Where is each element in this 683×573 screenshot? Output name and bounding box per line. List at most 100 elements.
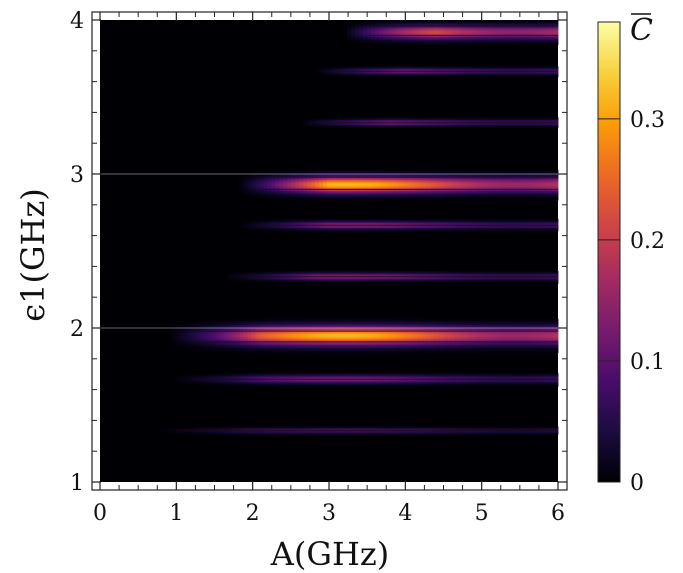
- heatmap-cell: [518, 70, 523, 73]
- heatmap-cell: [466, 221, 471, 224]
- heatmap-cell: [362, 187, 368, 190]
- heatmap-cell: [550, 36, 555, 39]
- heatmap-cell: [247, 320, 252, 323]
- heatmap-cell: [466, 118, 471, 121]
- heatmap-cell: [366, 24, 372, 27]
- heatmap-cell: [490, 190, 495, 193]
- heatmap-cell: [430, 126, 435, 129]
- heatmap-cell: [498, 272, 503, 275]
- heatmap-cell: [526, 73, 531, 76]
- heatmap-cell: [402, 72, 408, 75]
- heatmap-cell: [510, 35, 515, 38]
- heatmap-cell: [414, 277, 420, 280]
- heatmap-cell: [334, 72, 340, 75]
- heatmap-cell: [267, 277, 272, 280]
- heatmap-cell: [275, 177, 280, 180]
- heatmap-cell: [366, 123, 372, 126]
- heatmap-cell: [394, 32, 400, 35]
- heatmap-cell: [470, 184, 475, 187]
- heatmap-cell: [374, 21, 380, 24]
- heatmap-cell: [315, 70, 320, 73]
- heatmap-cell: [534, 178, 539, 181]
- heatmap-cell: [394, 118, 400, 121]
- heatmap-cell: [342, 170, 348, 173]
- heatmap-cell: [362, 33, 368, 36]
- heatmap-cell: [295, 271, 300, 273]
- heatmap-cell: [434, 194, 439, 196]
- heatmap-cell: [398, 72, 404, 75]
- heatmap-cell: [323, 178, 328, 181]
- heatmap-cell: [291, 221, 296, 224]
- heatmap-cell: [462, 277, 467, 280]
- heatmap-cell: [494, 226, 499, 229]
- heatmap-cell: [502, 183, 507, 186]
- heatmap-cell: [514, 278, 519, 281]
- heatmap-cell: [514, 181, 519, 184]
- heatmap-cell: [502, 178, 507, 181]
- heatmap-cell: [538, 70, 543, 73]
- heatmap-cell: [386, 126, 392, 129]
- heatmap-cell: [271, 318, 276, 321]
- heatmap-cell: [430, 221, 435, 224]
- heatmap-cell: [354, 278, 360, 281]
- heatmap-cell: [259, 180, 264, 183]
- heatmap-cell: [478, 27, 483, 30]
- heatmap-cell: [478, 23, 483, 26]
- heatmap-cell: [370, 174, 376, 176]
- heatmap-cell: [323, 192, 328, 195]
- heatmap-cell: [414, 226, 420, 229]
- heatmap-cell: [275, 224, 280, 227]
- heatmap-cell: [346, 32, 352, 35]
- heatmap-cell: [510, 126, 515, 129]
- heatmap-cell: [534, 184, 539, 187]
- heatmap-cell: [470, 120, 475, 123]
- heatmap-cell: [414, 117, 420, 119]
- heatmap-cell: [287, 324, 292, 327]
- heatmap-cell: [450, 192, 455, 195]
- heatmap-cell: [279, 183, 284, 186]
- heatmap-cell: [283, 223, 288, 226]
- heatmap-cell: [287, 321, 292, 324]
- heatmap-cell: [482, 227, 487, 230]
- heatmap-cell: [374, 183, 380, 186]
- heatmap-cell: [354, 195, 360, 198]
- heatmap-cell: [526, 21, 531, 24]
- heatmap-cell: [358, 317, 364, 320]
- heatmap-cell: [386, 20, 392, 22]
- heatmap-cell: [275, 178, 280, 181]
- heatmap-cell: [255, 278, 260, 281]
- heatmap-cell: [450, 224, 455, 227]
- heatmap-cell: [546, 218, 551, 221]
- heatmap-cell: [450, 218, 455, 221]
- heatmap-cell: [478, 126, 483, 129]
- heatmap-cell: [338, 190, 344, 193]
- heatmap-cell: [366, 21, 372, 24]
- heatmap-cell: [259, 181, 264, 184]
- heatmap-cell: [482, 120, 487, 123]
- heatmap-cell: [458, 36, 463, 39]
- heatmap-cell: [418, 218, 423, 221]
- heatmap-cell: [410, 320, 416, 323]
- heatmap-cell: [362, 169, 368, 172]
- heatmap-cell: [315, 274, 320, 277]
- heatmap-cell: [490, 75, 495, 78]
- heatmap-cell: [554, 223, 559, 226]
- heatmap-cell: [414, 181, 420, 184]
- heatmap-cell: [478, 66, 483, 69]
- heatmap-cell: [239, 278, 244, 281]
- heatmap-cell: [410, 278, 416, 281]
- heatmap-cell: [327, 123, 332, 126]
- heatmap-cell: [378, 317, 384, 320]
- heatmap-cell: [422, 70, 427, 73]
- heatmap-cell: [406, 186, 412, 189]
- heatmap-cell: [386, 23, 392, 26]
- heatmap-cell: [510, 195, 515, 198]
- heatmap-cell: [526, 221, 531, 224]
- heatmap-cell: [410, 70, 416, 73]
- heatmap-cell: [478, 323, 483, 326]
- heatmap-cell: [450, 36, 455, 39]
- heatmap-cell: [394, 271, 400, 273]
- heatmap-cell: [414, 197, 420, 200]
- heatmap-cell: [334, 272, 340, 275]
- heatmap-cell: [458, 280, 463, 283]
